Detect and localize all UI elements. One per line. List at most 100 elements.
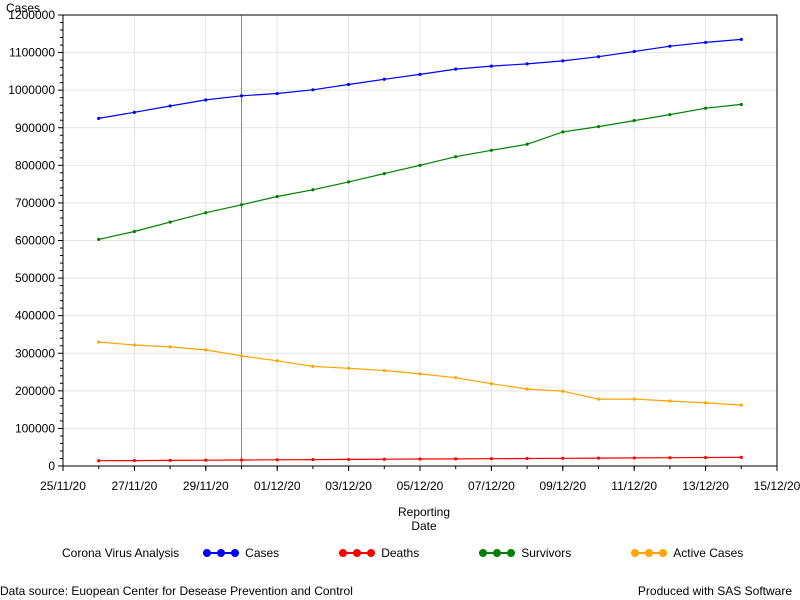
data-point-deaths <box>239 458 244 462</box>
y-tick-label: 1100000 <box>9 46 55 60</box>
data-point-active-cases <box>418 372 422 376</box>
data-point-cases <box>704 40 708 45</box>
data-point-active-cases <box>239 354 244 358</box>
data-point-cases <box>489 64 493 68</box>
legend-items: Cases Deaths Survivors Active Cases <box>203 546 743 560</box>
grid <box>63 14 777 466</box>
data-point-deaths <box>489 457 493 461</box>
x-tick-label: 25/11/20 <box>40 479 86 493</box>
data-point-survivors <box>489 148 493 152</box>
x-tick-label: 11/12/20 <box>611 479 657 493</box>
data-point-deaths <box>525 456 529 461</box>
x-tick-label: 29/11/20 <box>183 479 229 493</box>
data-point-survivors <box>168 220 172 224</box>
data-point-survivors <box>418 163 422 167</box>
data-point-survivors <box>596 125 601 129</box>
x-tick-label: 01/12/20 <box>254 479 301 493</box>
data-point-survivors <box>275 194 279 199</box>
legend: Corona Virus Analysis Cases Deaths Survivo… <box>62 544 743 562</box>
y-tick-label: 800000 <box>15 158 55 172</box>
data-point-survivors <box>704 106 708 110</box>
data-point-survivors <box>525 142 529 146</box>
data-point-active-cases <box>739 403 743 407</box>
data-point-deaths <box>596 456 601 460</box>
data-point-survivors <box>454 155 458 159</box>
data-point-active-cases <box>596 397 601 401</box>
data-source-note: Data source: Euopean Center for Desease … <box>0 584 353 598</box>
x-tick-label: 09/12/20 <box>539 479 586 493</box>
y-tick-label: 300000 <box>15 346 55 360</box>
legend-label: Cases <box>245 546 280 560</box>
x-tick-label: 15/12/20 <box>754 479 800 493</box>
legend-swatch <box>631 547 668 559</box>
data-point-active-cases <box>668 399 672 403</box>
data-point-deaths <box>311 458 315 462</box>
legend-label: Deaths <box>381 546 420 560</box>
y-axis: 0 100000 200000 300000 400000 500000 600000 700… <box>8 8 63 473</box>
data-point-survivors <box>97 237 101 241</box>
data-point-active-cases <box>97 340 101 344</box>
data-point-deaths <box>418 457 422 461</box>
data-point-deaths <box>561 456 565 460</box>
data-point-cases <box>347 82 351 87</box>
legend-item-cases: Cases <box>203 546 279 560</box>
y-tick-label: 100000 <box>15 421 55 435</box>
data-point-active-cases <box>525 387 529 391</box>
y-tick-label: 1200000 <box>8 8 55 22</box>
x-tick-label: 27/11/20 <box>111 479 157 493</box>
data-point-deaths <box>204 458 208 462</box>
data-point-active-cases <box>382 368 386 373</box>
data-point-cases <box>596 55 601 59</box>
y-tick-label: 600000 <box>15 234 55 248</box>
software-credit: Produced with SAS Software <box>637 584 792 598</box>
legend-title: Corona Virus Analysis <box>62 546 180 560</box>
data-point-active-cases <box>204 348 208 352</box>
y-axis-label: Cases <box>6 1 40 15</box>
x-tick-label: 13/12/20 <box>682 479 729 493</box>
legend-item-deaths: Deaths <box>339 546 419 560</box>
data-point-deaths <box>275 458 279 462</box>
data-point-survivors <box>239 203 244 207</box>
y-tick-label: 200000 <box>15 384 55 398</box>
data-point-cases <box>739 37 743 42</box>
data-point-cases <box>632 49 636 54</box>
data-point-active-cases <box>347 366 351 370</box>
data-point-active-cases <box>132 343 136 347</box>
data-point-survivors <box>739 102 743 107</box>
legend-swatch <box>339 547 376 559</box>
data-point-survivors <box>347 180 351 184</box>
data-point-survivors <box>561 130 565 134</box>
data-point-cases <box>525 62 529 66</box>
data-point-deaths <box>168 458 172 462</box>
data-point-active-cases <box>561 389 565 393</box>
y-tick-label: 900000 <box>15 121 55 135</box>
legend-item-active-cases: Active Cases <box>631 546 743 560</box>
data-point-survivors <box>311 188 315 192</box>
legend-label: Survivors <box>521 546 572 560</box>
data-point-cases <box>275 91 279 96</box>
data-point-cases <box>132 110 136 114</box>
x-axis-label-line2: Date <box>411 519 437 533</box>
data-point-cases <box>454 67 458 71</box>
data-point-cases <box>561 59 565 63</box>
y-tick-label: 0 <box>48 459 55 473</box>
data-point-active-cases <box>704 401 708 405</box>
data-point-cases <box>311 88 315 92</box>
data-point-active-cases <box>632 397 636 401</box>
y-tick-label: 700000 <box>15 196 55 210</box>
data-point-cases <box>382 77 386 81</box>
y-tick-label: 400000 <box>15 309 55 323</box>
legend-swatch <box>479 547 516 559</box>
data-point-active-cases <box>489 382 493 386</box>
x-axis-label-line1: Reporting <box>398 505 450 519</box>
data-point-cases <box>204 98 208 102</box>
legend-item-survivors: Survivors <box>479 546 571 560</box>
data-point-deaths <box>704 455 708 460</box>
data-point-survivors <box>382 172 386 176</box>
x-tick-label: 05/12/20 <box>397 479 444 493</box>
data-point-cases <box>168 104 172 108</box>
data-point-cases <box>418 72 422 76</box>
data-point-cases <box>239 94 244 98</box>
data-point-deaths <box>668 456 672 460</box>
data-point-survivors <box>632 119 636 123</box>
